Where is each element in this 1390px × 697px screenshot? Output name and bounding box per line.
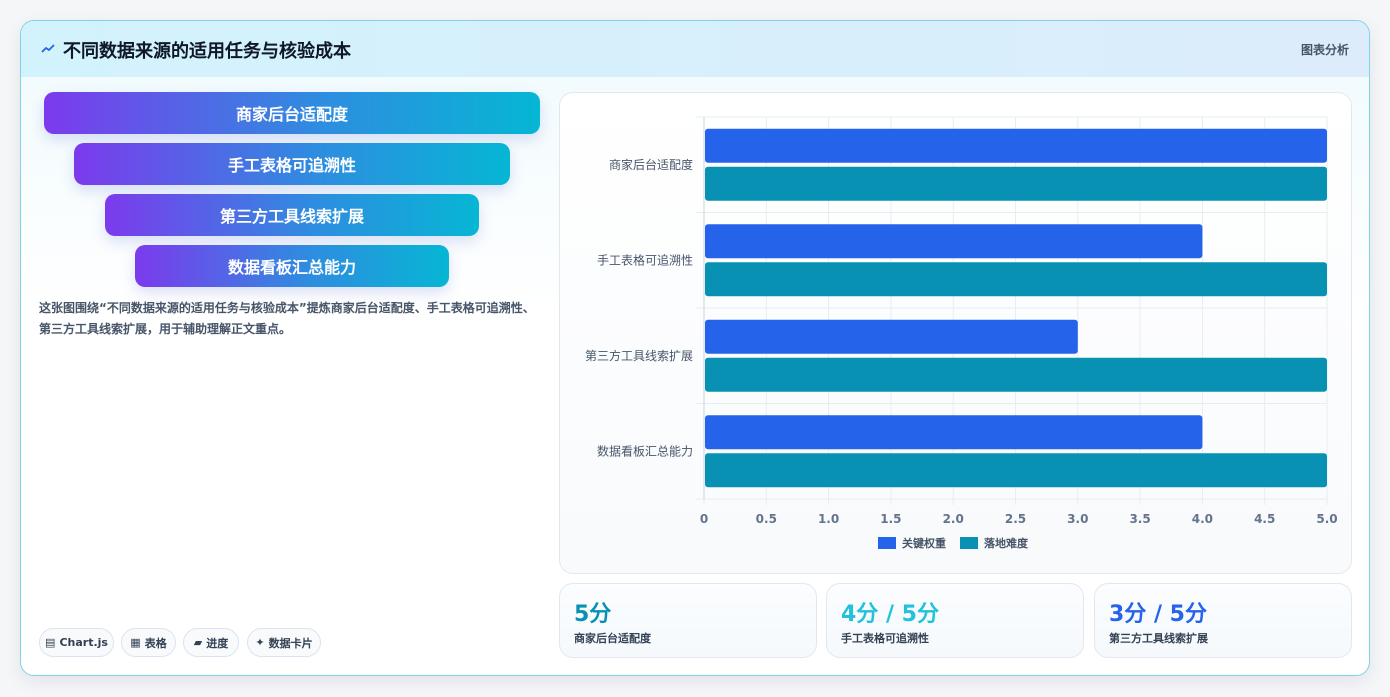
chip-data-card[interactable]: ✦ 数据卡片 (247, 628, 321, 657)
bar-weight (705, 415, 1203, 450)
stat-label: 手工表格可追溯性 (841, 632, 929, 645)
x-tick-label: 1.5 (880, 512, 901, 526)
chip-label: 数据卡片 (268, 636, 313, 650)
page-title: 不同数据来源的适用任务与核验成本 (63, 41, 351, 62)
chip-label: 进度 (206, 636, 229, 650)
chart-icon: ▤ (45, 636, 56, 649)
category-label: 数据看板汇总能力 (597, 443, 693, 458)
stat-label: 第三方工具线索扩展 (1109, 632, 1208, 645)
stat-value: 3分 / 5分 (1109, 602, 1207, 627)
progress-icon: ▰ (193, 636, 203, 649)
x-tick-label: 4.0 (1192, 512, 1213, 526)
stat-value: 4分 / 5分 (841, 602, 939, 627)
chip-progress[interactable]: ▰ 进度 (183, 628, 239, 657)
x-tick-label: 0 (700, 512, 708, 526)
card-header: 不同数据来源的适用任务与核验成本 图表分析 (21, 21, 1369, 77)
bar-weight (705, 224, 1203, 259)
category-label: 手工表格可追溯性 (597, 252, 693, 267)
sparkle-icon: ✦ (255, 636, 265, 649)
chip-chartjs[interactable]: ▤ Chart.js (39, 628, 114, 657)
chip-label: Chart.js (59, 636, 108, 649)
chip-table[interactable]: ▦ 表格 (121, 628, 176, 657)
chart-panel: 0 0.5 1.0 1.5 2.0 2.5 3.0 3.5 4.0 4.5 5.0 商家后台适配度手工… (559, 92, 1352, 574)
x-tick-label: 2.0 (943, 512, 964, 526)
chart-card: 不同数据来源的适用任务与核验成本 图表分析 商家后台适配度 手工表格可追溯性 第… (20, 20, 1370, 676)
funnel-step-3: 第三方工具线索扩展 (105, 194, 479, 236)
x-tick-label: 0.5 (756, 512, 777, 526)
bar-weight (705, 128, 1327, 163)
trend-icon (41, 44, 55, 53)
x-tick-label: 3.0 (1067, 512, 1088, 526)
x-tick-label: 3.5 (1129, 512, 1150, 526)
stat-card-3: 3分 / 5分 第三方工具线索扩展 (1094, 583, 1352, 658)
chart-description: 这张图围绕“不同数据来源的适用任务与核验成本”提炼商家后台适配度、手工表格可追溯… (39, 301, 535, 336)
table-icon: ▦ (130, 636, 141, 649)
x-tick-label: 4.5 (1254, 512, 1275, 526)
legend-swatch (960, 537, 978, 549)
x-tick-label: 5.0 (1316, 512, 1337, 526)
funnel-step-1: 商家后台适配度 (44, 92, 540, 134)
bar-difficulty (705, 357, 1327, 392)
category-label: 第三方工具线索扩展 (585, 348, 693, 363)
category-label: 商家后台适配度 (609, 157, 693, 172)
bar-difficulty (705, 453, 1327, 488)
funnel-step-2: 手工表格可追溯性 (74, 143, 510, 185)
stat-value: 5分 (574, 602, 612, 627)
stat-label: 商家后台适配度 (574, 632, 651, 645)
stat-card-2: 4分 / 5分 手工表格可追溯性 (826, 583, 1084, 658)
legend-label: 关键权重 (902, 536, 946, 550)
bar-weight (705, 319, 1078, 354)
funnel-step-4: 数据看板汇总能力 (135, 245, 449, 287)
stat-card-1: 5分 商家后台适配度 (559, 583, 817, 658)
x-tick-label: 1.0 (818, 512, 839, 526)
chip-label: 表格 (144, 636, 167, 650)
bar-difficulty (705, 166, 1327, 201)
legend-label: 落地难度 (984, 536, 1029, 550)
x-tick-label: 2.5 (1005, 512, 1026, 526)
chart-analysis-tag: 图表分析 (1300, 43, 1349, 57)
bar-chart: 0 0.5 1.0 1.5 2.0 2.5 3.0 3.5 4.0 4.5 5.0 商家后台适配度手工… (585, 116, 1338, 550)
legend-swatch (878, 537, 896, 549)
bar-difficulty (705, 262, 1327, 297)
